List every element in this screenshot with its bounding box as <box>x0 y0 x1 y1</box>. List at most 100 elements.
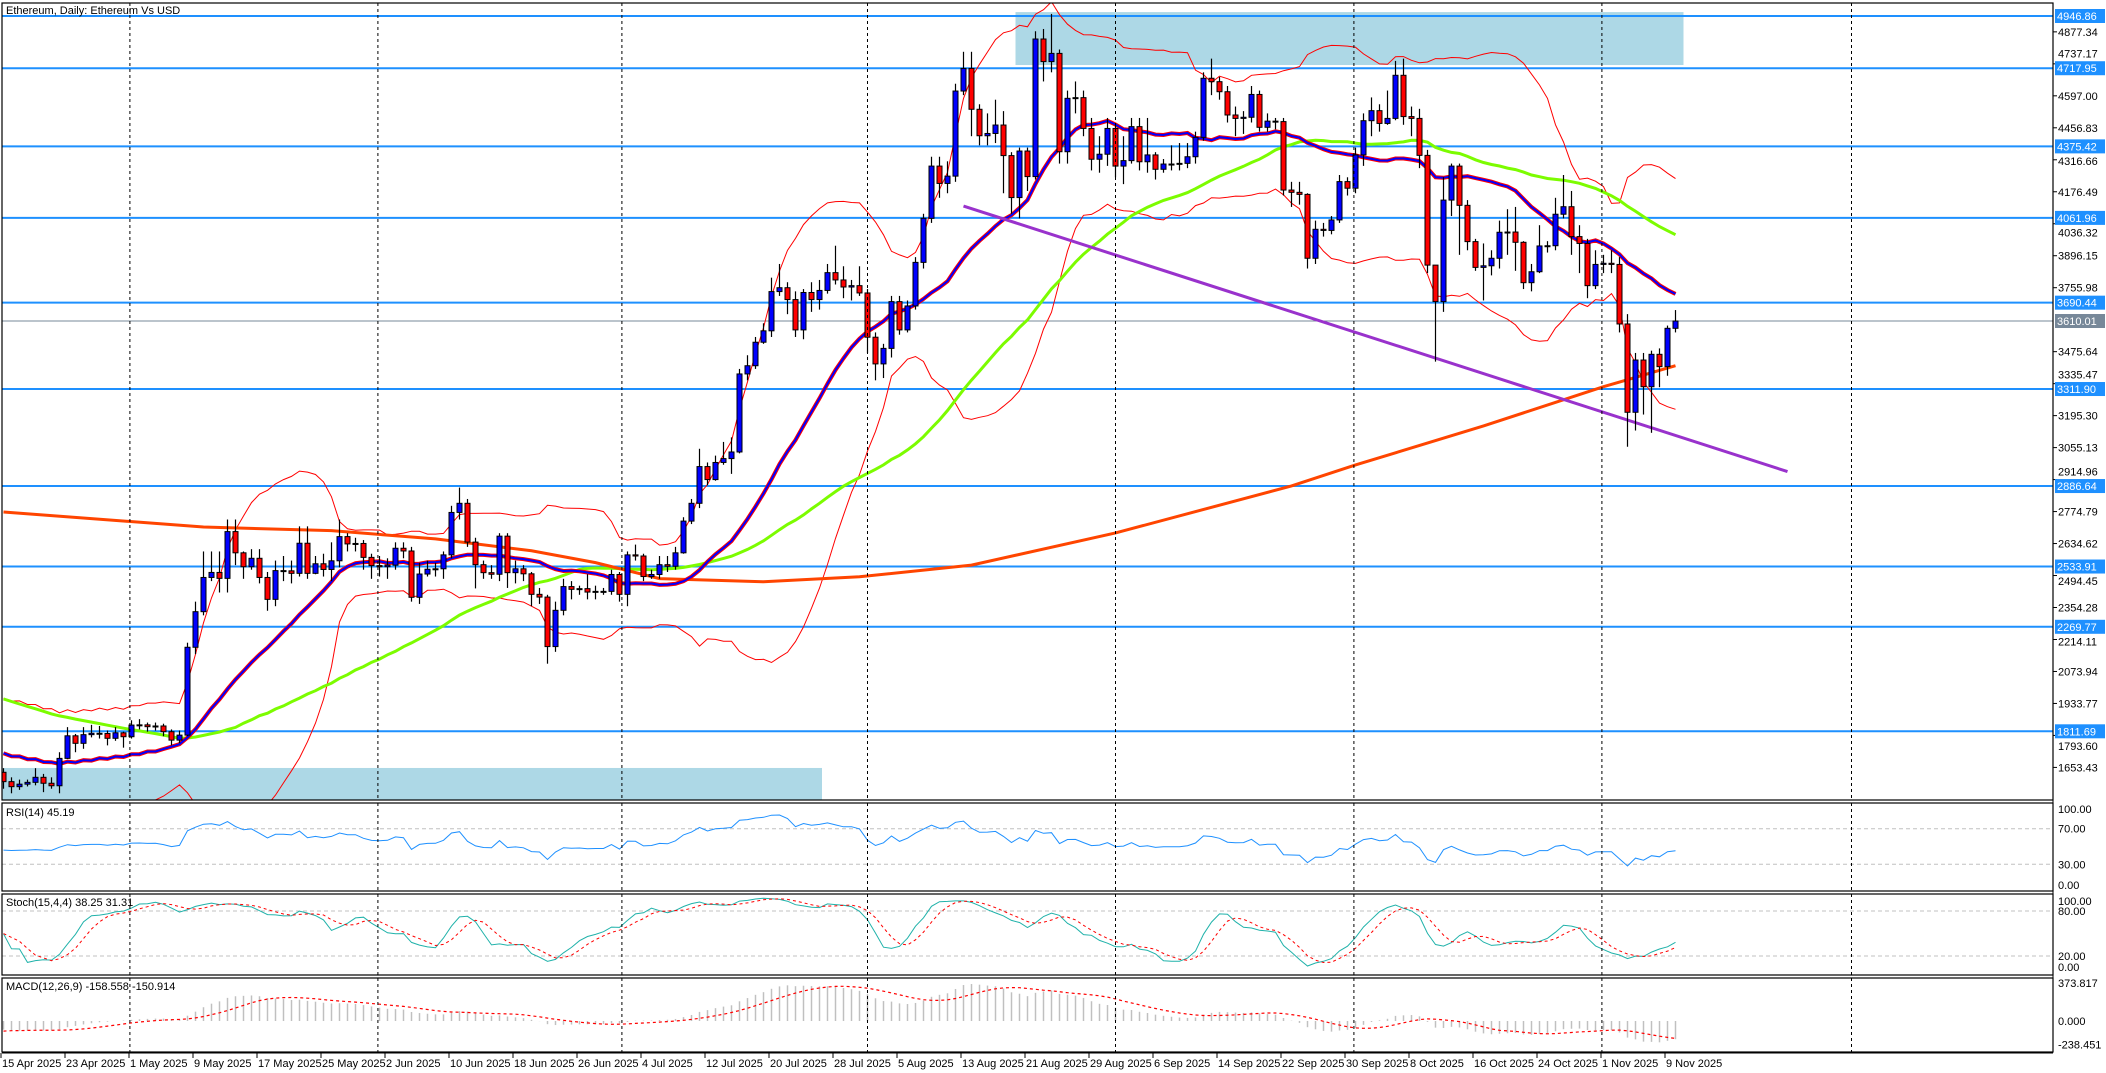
date-label: 5 Aug 2025 <box>898 1058 954 1070</box>
date-axis[interactable]: 15 Apr 2025 23 Apr 2025 1 May 2025 9 May 20… <box>0 1052 2053 1070</box>
candle <box>1360 113 1367 166</box>
bullish-candle-body <box>624 554 631 595</box>
candle <box>872 332 879 381</box>
bearish-candle-body <box>104 733 111 739</box>
bullish-candle-body <box>152 725 159 728</box>
level-price-label: 2269.77 <box>2057 622 2097 634</box>
bollinger-lower-band <box>145 188 1676 800</box>
candle <box>1096 136 1103 173</box>
candle <box>1496 220 1503 269</box>
bullish-candle-body <box>128 724 135 738</box>
level-price-tag <box>2055 619 2105 634</box>
candle <box>344 533 351 552</box>
candle <box>960 51 967 96</box>
bearish-candle-body <box>48 782 55 787</box>
candle <box>192 601 199 655</box>
bearish-candle-body <box>40 776 47 784</box>
price-tick-label: 2354.28 <box>2058 603 2098 615</box>
candle <box>136 719 143 730</box>
price-tick-label: 4737.17 <box>2058 49 2098 61</box>
bullish-candle-body <box>816 289 823 301</box>
bullish-candle-body <box>208 571 215 578</box>
candle <box>1600 254 1607 274</box>
candle <box>728 437 735 474</box>
bearish-candle-body <box>8 781 15 788</box>
candle <box>1152 152 1159 180</box>
bullish-candle-body <box>712 461 719 481</box>
stochastic-pane[interactable] <box>2 897 2053 967</box>
chart-title: Ethereum, Daily: Ethereum Vs USD <box>6 5 180 17</box>
price-pane[interactable] <box>1 2 2053 830</box>
bearish-candle-body <box>360 542 367 558</box>
price-tick-label: 4877.34 <box>2058 27 2098 39</box>
bearish-candle-body <box>472 541 479 566</box>
candle <box>1488 250 1495 276</box>
candle <box>96 725 103 739</box>
candle <box>928 156 935 223</box>
bearish-candle-body <box>528 573 535 595</box>
rsi-pane[interactable] <box>2 814 2053 867</box>
bullish-candle-body <box>592 590 599 593</box>
bearish-candle-body <box>1272 120 1279 123</box>
candle <box>800 289 807 340</box>
bullish-candle-body <box>848 285 855 288</box>
candle <box>1408 106 1415 137</box>
candle <box>592 585 599 600</box>
level-price-tag <box>2055 295 2105 310</box>
bullish-candle-body <box>392 547 399 566</box>
candle <box>64 727 71 760</box>
bullish-candle-body <box>1064 97 1071 153</box>
bearish-candle-body <box>120 732 127 738</box>
candle <box>1200 72 1207 141</box>
rsi-axis-label: 70.00 <box>2058 824 2086 836</box>
candle <box>392 542 399 570</box>
candle <box>1328 216 1335 235</box>
price-tick-label: 2073.94 <box>2058 666 2098 678</box>
bearish-candle-body <box>1416 117 1423 156</box>
bullish-candle-body <box>992 124 999 134</box>
bearish-candle-body <box>520 568 527 575</box>
bullish-candle-body <box>1392 74 1399 119</box>
candle <box>656 556 663 579</box>
bullish-candle-body <box>1352 154 1359 189</box>
candle <box>792 291 799 337</box>
bullish-candle-body <box>560 586 567 611</box>
price-tick-label: 4176.49 <box>2058 187 2098 199</box>
bullish-candle-body <box>1328 219 1335 231</box>
candle <box>1016 147 1023 219</box>
level-price-label: 2533.91 <box>2057 562 2097 574</box>
date-label: 18 Jun 2025 <box>514 1058 575 1070</box>
candle <box>1368 97 1375 137</box>
bearish-candle-body <box>704 466 711 481</box>
bullish-candle-body <box>904 305 911 331</box>
bullish-candle-body <box>1096 153 1103 160</box>
candle <box>912 257 919 310</box>
bullish-candle-body <box>80 734 87 744</box>
pane-frame <box>1 893 2054 976</box>
candle <box>632 544 639 561</box>
bearish-candle-body <box>1280 121 1287 191</box>
macd-pane[interactable] <box>2 984 1677 1043</box>
bearish-candle-body <box>1568 206 1575 238</box>
bearish-candle-body <box>264 576 271 600</box>
date-label: 30 Sep 2025 <box>1346 1058 1408 1070</box>
candle <box>944 161 951 194</box>
candle <box>224 519 231 593</box>
candle <box>904 300 911 333</box>
bullish-candle-body <box>552 609 559 648</box>
candle <box>584 574 591 600</box>
candle <box>464 498 471 547</box>
pane-frame <box>1 802 2054 892</box>
bullish-candle-body <box>1496 231 1503 259</box>
candle <box>272 560 279 607</box>
bullish-candle-body <box>1440 199 1447 303</box>
candle <box>608 569 615 595</box>
candle <box>784 282 791 315</box>
candle <box>840 266 847 299</box>
bollinger-upper-band <box>3 3 1676 714</box>
price-axis[interactable]: 4877.34 4737.17 4597.00 4456.83 4316.66 4176.… <box>2052 3 2105 1052</box>
candle <box>104 730 111 746</box>
date-label: 16 Oct 2025 <box>1474 1058 1534 1070</box>
candle <box>1648 350 1655 433</box>
candle <box>384 558 391 579</box>
